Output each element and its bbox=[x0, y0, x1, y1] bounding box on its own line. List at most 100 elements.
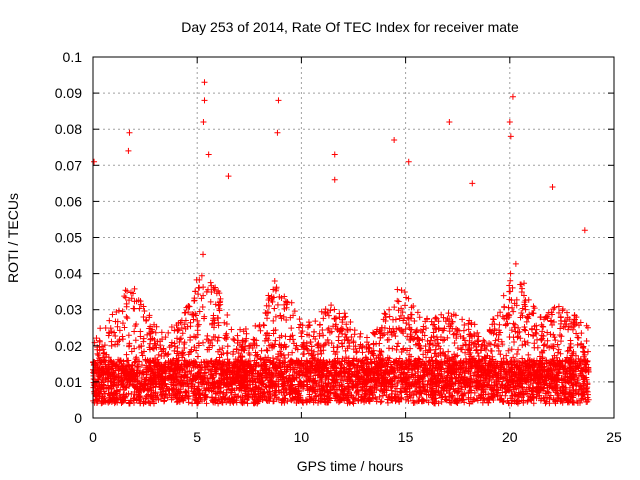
data-point bbox=[405, 295, 412, 302]
data-point bbox=[195, 370, 202, 377]
data-point bbox=[279, 374, 286, 381]
data-point bbox=[274, 380, 281, 387]
data-point bbox=[518, 281, 525, 288]
data-point bbox=[381, 310, 388, 317]
data-point bbox=[458, 392, 465, 399]
data-point bbox=[304, 346, 311, 353]
data-point bbox=[514, 334, 521, 341]
data-point bbox=[442, 359, 449, 366]
data-point bbox=[524, 339, 531, 346]
data-point bbox=[189, 400, 196, 407]
data-point bbox=[304, 331, 311, 338]
data-point bbox=[404, 347, 411, 354]
data-point bbox=[272, 337, 279, 344]
data-point bbox=[223, 330, 230, 337]
data-point bbox=[432, 364, 439, 371]
data-point bbox=[216, 388, 223, 395]
data-point bbox=[288, 325, 295, 332]
data-point bbox=[521, 280, 528, 287]
data-point bbox=[557, 314, 564, 321]
data-point bbox=[461, 322, 468, 329]
data-point bbox=[564, 348, 571, 355]
data-point bbox=[445, 310, 452, 317]
data-point bbox=[126, 400, 133, 407]
data-point bbox=[462, 368, 469, 375]
data-point bbox=[274, 301, 281, 308]
data-point bbox=[444, 334, 451, 341]
data-point bbox=[500, 355, 507, 362]
data-point bbox=[322, 374, 329, 381]
data-point bbox=[374, 374, 381, 381]
data-point bbox=[123, 313, 130, 320]
data-point bbox=[548, 317, 555, 324]
data-point bbox=[341, 310, 348, 317]
data-point bbox=[476, 356, 483, 363]
data-point bbox=[107, 325, 114, 332]
data-point bbox=[200, 251, 207, 258]
data-point bbox=[573, 330, 580, 337]
data-point bbox=[425, 391, 432, 398]
data-point bbox=[121, 293, 128, 300]
data-point bbox=[401, 288, 408, 295]
data-point bbox=[525, 351, 532, 358]
data-point bbox=[224, 311, 231, 318]
data-point bbox=[145, 358, 152, 365]
data-point bbox=[240, 379, 247, 386]
data-point bbox=[439, 378, 446, 385]
data-point bbox=[163, 383, 170, 390]
data-point bbox=[525, 331, 532, 338]
data-point bbox=[218, 351, 225, 358]
data-point bbox=[123, 357, 130, 364]
data-point bbox=[410, 392, 417, 399]
data-point bbox=[252, 349, 259, 356]
data-point bbox=[508, 346, 515, 353]
data-point bbox=[117, 386, 124, 393]
data-point bbox=[584, 324, 591, 331]
data-point bbox=[557, 338, 564, 345]
data-point bbox=[143, 393, 150, 400]
data-point bbox=[179, 349, 186, 356]
data-point bbox=[404, 333, 411, 340]
data-point bbox=[491, 327, 498, 334]
data-point bbox=[530, 400, 537, 407]
data-point bbox=[441, 385, 448, 392]
data-point bbox=[507, 277, 514, 284]
data-point bbox=[411, 335, 418, 342]
data-point bbox=[381, 331, 388, 338]
data-point bbox=[560, 324, 567, 331]
data-point bbox=[158, 348, 165, 355]
data-point bbox=[459, 316, 466, 323]
data-point bbox=[497, 309, 504, 316]
data-point bbox=[581, 349, 588, 356]
data-point bbox=[474, 350, 481, 357]
data-point bbox=[111, 400, 118, 407]
data-point bbox=[214, 389, 221, 396]
data-point bbox=[454, 345, 461, 352]
data-point bbox=[385, 345, 392, 352]
data-point bbox=[171, 387, 178, 394]
data-point bbox=[511, 338, 518, 345]
data-point bbox=[546, 344, 553, 351]
data-point bbox=[577, 399, 584, 406]
data-point bbox=[554, 341, 561, 348]
data-point bbox=[553, 354, 560, 361]
data-point bbox=[312, 372, 319, 379]
data-point bbox=[493, 391, 500, 398]
data-point bbox=[115, 307, 122, 314]
data-point bbox=[249, 345, 256, 352]
data-point bbox=[100, 346, 107, 353]
data-point bbox=[397, 388, 404, 395]
data-point bbox=[131, 389, 138, 396]
data-point bbox=[231, 368, 238, 375]
data-point bbox=[171, 347, 178, 354]
data-point bbox=[342, 347, 349, 354]
data-point bbox=[257, 327, 264, 334]
data-point bbox=[492, 337, 499, 344]
data-point bbox=[508, 297, 515, 304]
data-point bbox=[396, 355, 403, 362]
data-point bbox=[519, 312, 526, 319]
data-point bbox=[507, 270, 514, 277]
data-point bbox=[126, 342, 133, 349]
data-point bbox=[191, 344, 198, 351]
data-point bbox=[271, 278, 278, 285]
